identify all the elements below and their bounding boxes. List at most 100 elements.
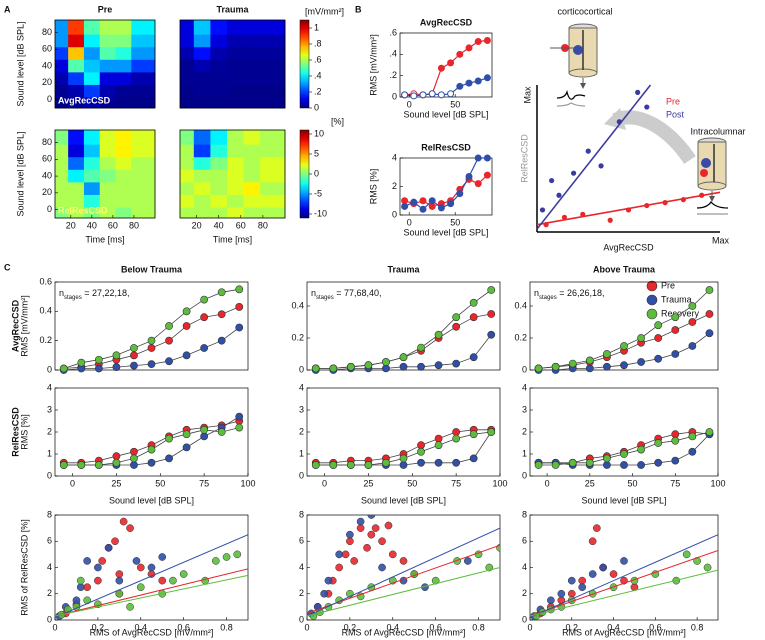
scatter-point	[147, 563, 156, 572]
heatmap-cell	[243, 34, 261, 48]
heatmap-cell	[55, 182, 69, 196]
heatmap-cell	[193, 130, 211, 146]
heatmap-cell	[131, 169, 156, 183]
data-point	[346, 362, 355, 371]
scatter-point	[367, 515, 376, 519]
heatmap-cell	[243, 207, 261, 219]
heatmap-cell	[68, 157, 85, 171]
scatter-point	[158, 553, 167, 561]
heatmap-cell	[193, 194, 211, 208]
heatmap-cell	[226, 182, 244, 196]
row-label: RelResCSD	[10, 407, 20, 457]
data-point	[452, 434, 461, 443]
n-symbol: n	[311, 288, 316, 298]
scatter-point	[233, 550, 242, 559]
heatmap-cell	[180, 144, 195, 158]
x-axis-label: Time [ms]	[85, 234, 124, 244]
scatter-point	[585, 148, 591, 154]
data-point	[447, 200, 455, 208]
x-tick-label: 75	[199, 478, 209, 488]
scatter-point	[222, 553, 231, 561]
heatmap-cell	[226, 47, 244, 61]
heatmap-cell	[180, 97, 195, 109]
legend-label: Recovery	[661, 308, 700, 318]
data-point	[217, 288, 226, 297]
y-axis-label: RMS [mV/mm²]	[368, 34, 378, 96]
heatmap-cell	[260, 207, 286, 219]
heatmap-cell	[131, 84, 156, 98]
data-point	[469, 454, 478, 463]
data-point	[417, 441, 425, 450]
heatmap-cell	[260, 47, 286, 61]
heatmap-cell	[68, 59, 85, 73]
y-tick-label: 0.6	[39, 276, 52, 286]
heatmap-cell	[55, 130, 69, 146]
scatter-point	[356, 592, 365, 601]
heatmap-cell	[99, 207, 116, 219]
data-point	[551, 362, 560, 371]
data-point	[147, 458, 156, 467]
data-point	[434, 361, 443, 370]
y-tick-label: 0	[47, 364, 52, 374]
scatter-point	[201, 576, 209, 585]
y-tick-label: 0	[47, 94, 52, 104]
heatmap-cell	[226, 194, 244, 208]
y-tick-label: 0	[47, 204, 52, 214]
data-point	[620, 450, 628, 458]
colorbar-tick-label: 5	[314, 148, 319, 158]
data-point	[130, 454, 138, 463]
y-tick-label: 2	[299, 588, 304, 598]
heatmap-cell	[180, 169, 195, 183]
scatter-point	[83, 557, 92, 565]
colorbar-tick-label: 10	[314, 128, 324, 138]
colorbar-tick-label: -5	[314, 188, 322, 198]
heatmap-cell	[193, 34, 211, 48]
x-tick-label: 0	[527, 622, 532, 632]
panel-label: A	[4, 4, 11, 14]
heatmap-cell	[243, 144, 261, 158]
data-point	[474, 180, 482, 188]
x-tick-label: 0.4	[607, 622, 620, 632]
x-axis-label: RMS of AvgRecCSD [mV/mm²]	[90, 627, 214, 637]
y-tick-label: 4	[47, 562, 52, 572]
data-point	[428, 197, 436, 205]
data-point	[130, 361, 138, 370]
heatmap-cell	[260, 59, 286, 73]
y-tick-label: 4	[47, 382, 52, 392]
y-tick-label: 0	[299, 470, 304, 480]
y-tick-label: 6	[522, 536, 527, 546]
heatmap-cell	[243, 130, 261, 146]
heatmap-cell	[226, 169, 244, 183]
heatmap-cell	[99, 194, 116, 208]
y-tick-label: 80	[42, 137, 52, 147]
data-point	[417, 362, 425, 371]
scatter-point	[76, 576, 85, 585]
scatter-point	[557, 589, 566, 598]
heatmap-cell	[99, 84, 116, 98]
heatmap-cell	[210, 194, 228, 208]
heatmap-cell	[68, 47, 85, 61]
x-tick-label: 100	[240, 478, 255, 488]
scatter-point	[350, 557, 359, 565]
data-point	[311, 461, 320, 469]
data-point	[705, 428, 714, 436]
y-tick-label: 2	[522, 426, 527, 436]
data-point	[452, 428, 461, 436]
y-axis-label: RMS of RelResCSD [%]	[19, 519, 29, 616]
y-tick-label: .4	[389, 49, 397, 59]
y-tick-label: 0.4	[514, 300, 527, 310]
data-point	[637, 358, 645, 366]
plot-frame	[529, 281, 719, 371]
x-tick-label: 60	[108, 220, 118, 230]
heatmap-cell	[260, 97, 286, 109]
scatter-point	[76, 583, 85, 592]
data-point	[688, 302, 697, 310]
scatter-point	[115, 576, 124, 585]
heatmap-cell	[226, 157, 244, 171]
row-label: AvgRecCSD	[10, 299, 20, 352]
data-point	[401, 91, 409, 99]
data-point	[364, 461, 373, 469]
y-tick-label: 60	[42, 154, 52, 164]
data-point	[417, 447, 425, 456]
heatmap-cell	[226, 144, 244, 158]
